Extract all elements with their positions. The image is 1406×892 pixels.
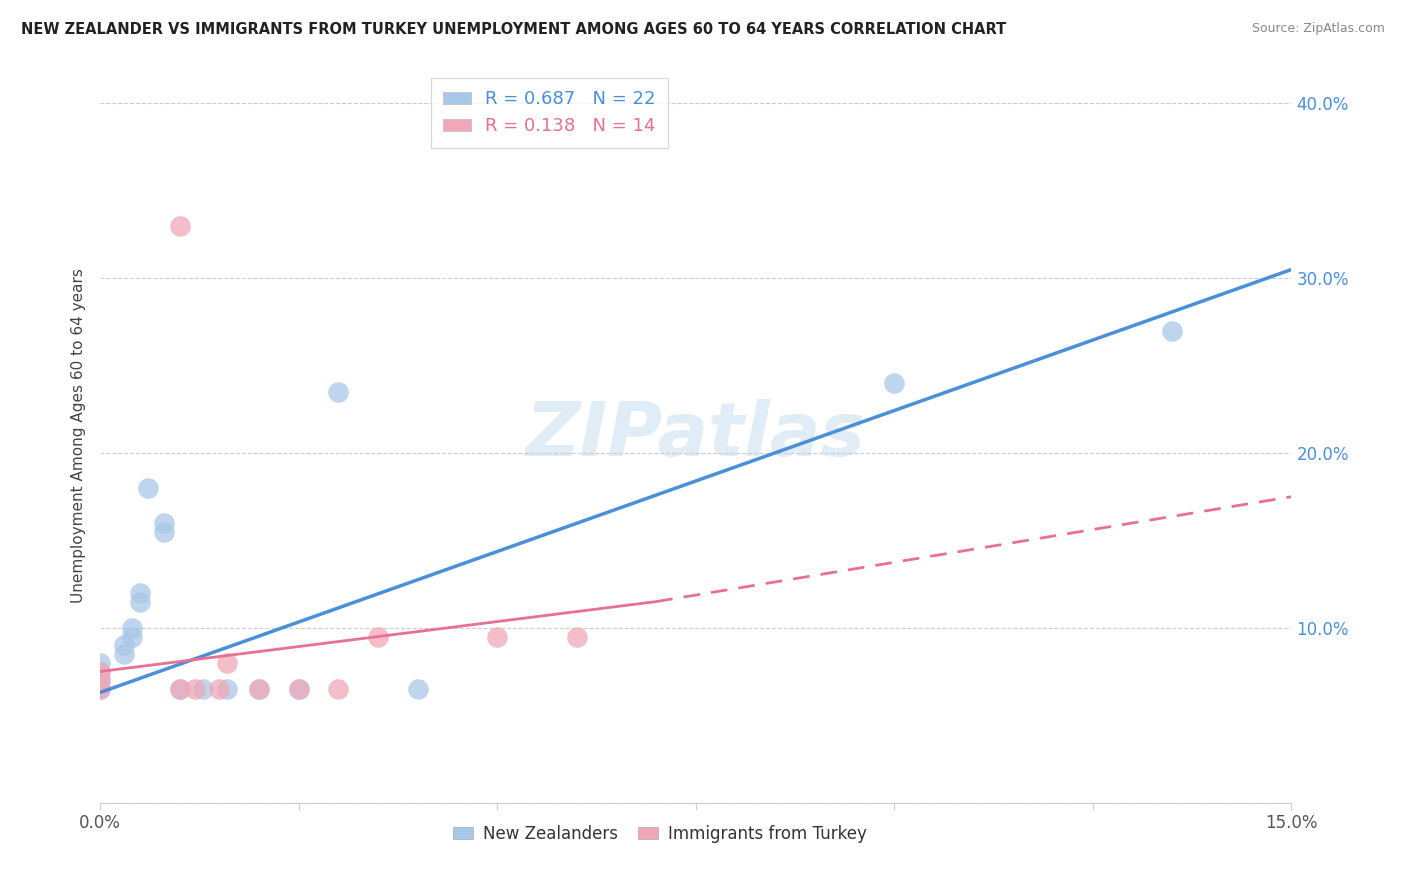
Text: NEW ZEALANDER VS IMMIGRANTS FROM TURKEY UNEMPLOYMENT AMONG AGES 60 TO 64 YEARS C: NEW ZEALANDER VS IMMIGRANTS FROM TURKEY … (21, 22, 1007, 37)
Point (112, 638, 135, 652)
Point (128, 594, 150, 608)
Point (152, 516, 174, 530)
Point (406, 681, 429, 696)
Point (287, 681, 309, 696)
Point (328, 384, 350, 399)
Point (169, 681, 191, 696)
Legend: R = 0.687   N = 22, R = 0.138   N = 14: R = 0.687 N = 22, R = 0.138 N = 14 (430, 78, 668, 148)
Point (89, 665, 111, 679)
Point (128, 586, 150, 600)
Point (565, 630, 588, 644)
Point (883, 376, 905, 391)
Point (89, 673, 111, 688)
Point (169, 681, 191, 696)
Point (89, 665, 111, 679)
Point (121, 621, 143, 635)
Point (193, 681, 215, 696)
Point (247, 681, 270, 696)
Point (184, 681, 207, 696)
Point (89, 673, 111, 688)
Point (1161, 324, 1184, 338)
Point (367, 630, 389, 644)
Point (89, 656, 111, 670)
Point (112, 647, 135, 661)
Point (152, 524, 174, 539)
Point (169, 219, 191, 233)
Point (328, 681, 350, 696)
Point (208, 681, 231, 696)
Point (486, 630, 509, 644)
Point (89, 681, 111, 696)
Y-axis label: Unemployment Among Ages 60 to 64 years: Unemployment Among Ages 60 to 64 years (72, 268, 86, 603)
Point (217, 681, 239, 696)
Point (247, 681, 270, 696)
Point (217, 656, 239, 670)
Point (89, 681, 111, 696)
Point (121, 630, 143, 644)
Point (136, 481, 159, 495)
Text: ZIPatlas: ZIPatlas (526, 399, 866, 472)
Point (287, 681, 309, 696)
Text: Source: ZipAtlas.com: Source: ZipAtlas.com (1251, 22, 1385, 36)
